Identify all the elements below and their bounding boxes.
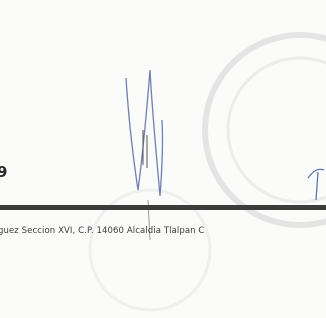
initial-mark <box>308 169 324 200</box>
footer-address: guez Seccion XVI, C.P. 14060 Alcaldia Tl… <box>0 226 204 236</box>
document-page: 9 guez Seccion XVI, C.P. 14060 Alcaldia … <box>0 0 326 318</box>
stamp-ring <box>205 35 326 225</box>
footer-rule <box>0 205 326 210</box>
stamp-inner-ring <box>228 58 326 202</box>
scan-graphics <box>0 0 326 318</box>
page-number: 9 <box>0 163 7 181</box>
signature <box>126 70 162 196</box>
